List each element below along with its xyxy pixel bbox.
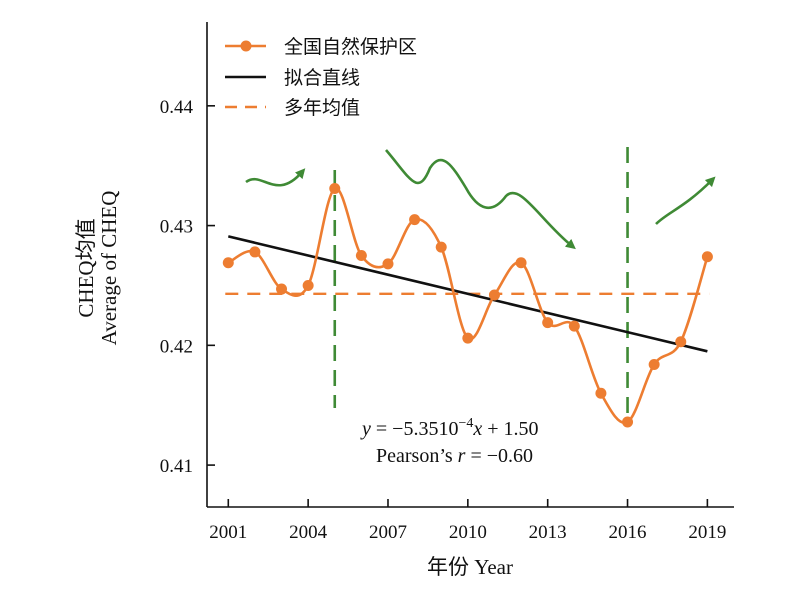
data-point-2004 [302,279,314,291]
x-tick-label: 2001 [209,522,247,543]
data-point-2011 [488,289,500,301]
legend-item-mean: 多年均值 [225,97,360,119]
x-tick-label: 2007 [369,522,407,543]
equation-annotation: y = −5.3510−4x + 1.50 [360,416,539,440]
trend-arrow-up-2 [655,176,716,225]
y-ticks: 0.41 0.42 0.43 0.44 [160,97,215,477]
x-axis-title: 年份 Year [427,555,513,579]
x-tick-label: 2019 [688,522,726,543]
data-point-2008 [409,214,421,226]
data-point-2014 [568,320,580,332]
data-point-2017 [648,358,660,370]
y-tick-label: 0.44 [160,97,194,118]
vertical-markers [333,147,629,418]
legend-item-series: 全国自然保护区 [225,36,417,58]
x-tick-label: 2016 [609,522,647,543]
data-point-2006 [355,250,367,262]
y-axis-title-line2: Average of CHEQ [97,191,121,346]
y-tick-label: 0.42 [160,336,193,357]
series-points [222,182,713,428]
legend-label-fit: 拟合直线 [284,67,360,89]
legend-label-mean: 多年均值 [284,97,360,119]
x-tick-label: 2010 [449,522,487,543]
legend: 全国自然保护区 拟合直线 多年均值 [225,36,417,119]
data-point-2010 [462,332,474,344]
x-tick-label: 2013 [529,522,567,543]
legend-label-series: 全国自然保护区 [284,36,417,58]
data-point-2018 [675,336,687,348]
series-curve [227,187,709,425]
data-point-2019 [701,251,713,263]
fit-line [227,235,708,353]
data-point-2005 [329,182,341,194]
x-tick-label: 2004 [289,522,328,543]
x-ticks: 2001 2004 2007 2010 2013 2016 2019 [209,499,726,543]
data-point-2001 [222,257,234,269]
data-point-2007 [382,258,394,270]
y-tick-label: 0.43 [160,217,193,238]
legend-marker-icon [240,40,252,52]
pearson-annotation: Pearson’s r = −0.60 [376,445,533,467]
y-axis-title-line1: CHEQ均值 [74,218,98,317]
data-point-2003 [276,283,288,295]
trend-arrow-up-1 [245,168,306,187]
data-point-2013 [542,317,554,329]
data-point-2009 [435,241,447,253]
data-point-2015 [595,387,607,399]
trend-arrows [245,149,716,250]
legend-item-fit: 拟合直线 [225,67,360,89]
trend-arrow-down [385,149,576,250]
y-tick-label: 0.41 [160,456,193,477]
data-point-2002 [249,246,261,258]
data-point-2016 [622,416,634,428]
data-point-2012 [515,257,527,269]
